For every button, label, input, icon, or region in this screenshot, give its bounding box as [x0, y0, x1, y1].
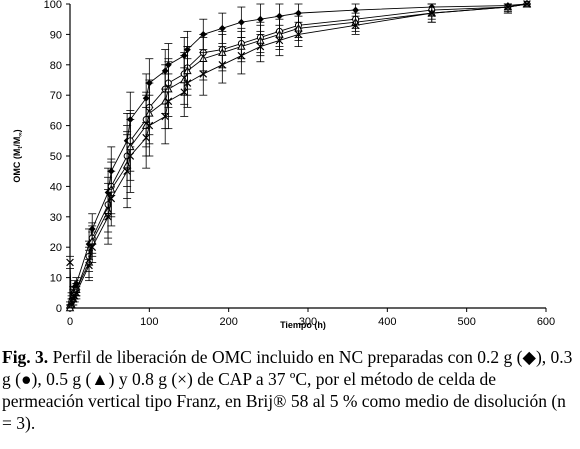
data-point-diamond [218, 24, 226, 32]
x-tick-label: 100 [140, 316, 158, 328]
data-point-cross [218, 60, 227, 69]
data-point-cross [85, 261, 93, 270]
series-line-triangle [69, 3, 528, 309]
caption-text: Perfil de liberación de OMC incluido en … [2, 347, 573, 433]
series-line-circle [69, 3, 528, 309]
figure-label: Fig. 3. [2, 347, 49, 367]
data-point-diamond [237, 18, 245, 26]
data-point-cross [237, 51, 246, 60]
y-tick-label: 90 [50, 29, 62, 41]
data-point-cross [351, 21, 360, 30]
y-tick-label: 0 [56, 303, 62, 315]
data-point-cross [275, 36, 284, 45]
series-layer [65, 0, 532, 312]
data-point-cross [180, 88, 189, 96]
data-point-cross [123, 167, 131, 176]
data-point-cross [199, 70, 208, 78]
y-axis-title: OMC (Mt/M∞) [12, 129, 24, 182]
y-tick-label: 40 [50, 181, 62, 193]
x-tick-label: 200 [219, 316, 237, 328]
y-tick-label: 50 [50, 151, 62, 163]
series-triangle [65, 0, 532, 312]
data-point-cross [183, 79, 192, 87]
x-tick-label: 0 [67, 316, 73, 328]
data-point-cross [88, 243, 97, 252]
data-point-cross [104, 212, 112, 221]
x-tick-label: 600 [537, 316, 555, 328]
data-point-cross [126, 152, 135, 160]
axes-layer [66, 3, 547, 312]
release-profile-chart: 0 10 20 30 40 50 60 70 80 90 100 0 100 200 300 400 500 60… [12, 0, 556, 330]
data-point-cross [66, 258, 74, 267]
y-tick-label: 30 [50, 212, 62, 224]
series-cross [66, 0, 531, 309]
data-point-cross [294, 30, 303, 39]
data-point-diamond [257, 15, 264, 23]
data-point-cross [142, 133, 150, 142]
data-point-cross [256, 42, 265, 51]
y-tick-label: 20 [50, 242, 62, 254]
data-point-cross [161, 112, 170, 121]
x-tick-label: 300 [299, 316, 317, 328]
data-point-cross [67, 301, 76, 309]
figure-caption: Fig. 3. Perfil de liberación de OMC incl… [2, 346, 578, 434]
series-line-cross [69, 3, 528, 306]
y-tick-label: 80 [50, 60, 62, 72]
data-point-cross [164, 97, 173, 106]
y-tick-label: 70 [50, 90, 62, 102]
series-line-diamond [69, 3, 527, 306]
data-point-cross [504, 3, 512, 11]
series-circle [66, 0, 531, 312]
data-point-cross [523, 0, 531, 8]
y-tick-label: 100 [44, 0, 62, 11]
y-tick-label: 60 [50, 121, 62, 133]
data-point-cross [72, 288, 81, 297]
data-point-cross [145, 121, 154, 130]
data-point-cross [427, 9, 436, 17]
tick-label-layer: 0 10 20 30 40 50 60 70 80 90 100 0 100 200 300 400 500 60… [44, 0, 556, 328]
y-tick-label: 10 [50, 273, 62, 285]
x-axis-title: Tiempo (h) [280, 320, 326, 330]
x-tick-label: 500 [457, 316, 475, 328]
data-point-cross [107, 194, 116, 203]
x-tick-label: 400 [378, 316, 396, 328]
